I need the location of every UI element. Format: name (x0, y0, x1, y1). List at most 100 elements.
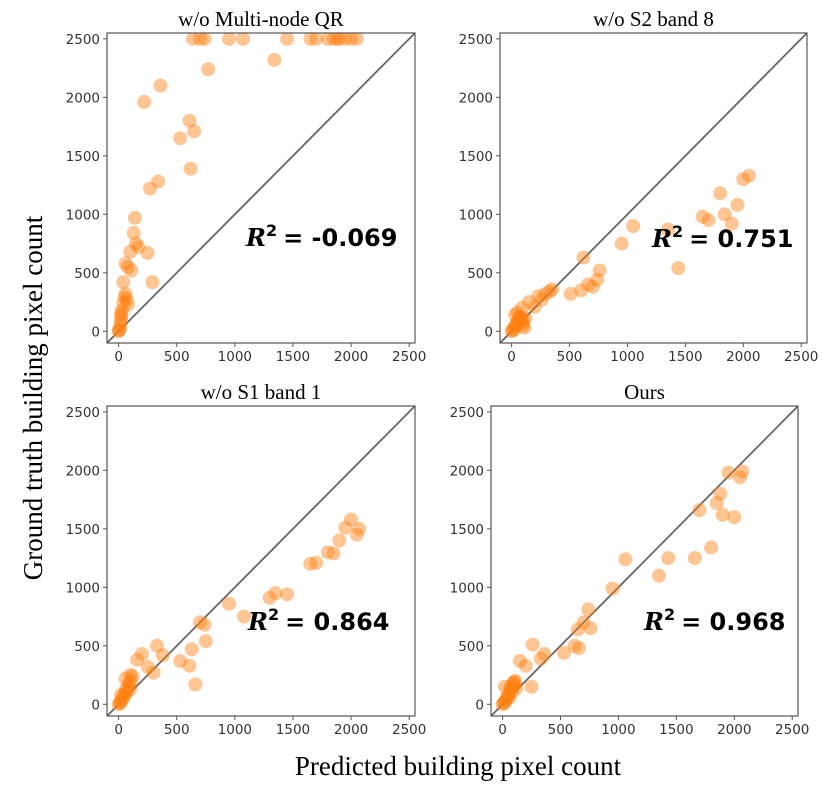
data-point (511, 312, 526, 327)
data-point (501, 687, 516, 702)
data-point (120, 679, 135, 694)
data-point (495, 697, 510, 712)
x-tick-label: 2500 (775, 722, 809, 738)
data-point (727, 510, 742, 525)
data-point (614, 236, 629, 251)
y-tick-label: 2000 (459, 90, 493, 106)
data-point (497, 679, 512, 694)
data-point (713, 486, 728, 501)
data-point (687, 551, 702, 566)
plot-frame (106, 405, 416, 717)
y-tick-label: 2500 (66, 405, 100, 421)
data-point (303, 556, 318, 571)
data-point (267, 52, 282, 67)
data-point (721, 465, 736, 480)
data-point (499, 692, 514, 707)
diagonal-line (491, 406, 798, 716)
data-point (338, 520, 353, 535)
data-point (349, 527, 364, 542)
points (111, 33, 364, 339)
data-point (671, 261, 686, 276)
y-tick-label: 2500 (459, 32, 493, 48)
data-point (510, 314, 525, 329)
data-point (525, 637, 540, 652)
data-point (506, 321, 521, 336)
data-point (134, 647, 149, 661)
y-tick-label: 500 (458, 639, 484, 655)
data-point (186, 33, 201, 46)
scatter-panel-2: w/o S2 band 8 0 500 1000 1500 2000 2500 0 500 100… (459, 7, 819, 365)
data-point (585, 279, 600, 294)
plot-frame (106, 32, 416, 344)
data-point (516, 312, 531, 327)
data-point (709, 496, 724, 511)
data-point (518, 658, 533, 673)
data-point (504, 324, 519, 339)
r-squared-annotation: R2 = 0.864 (247, 605, 389, 636)
data-point (201, 62, 216, 77)
data-point (137, 95, 152, 110)
data-point (320, 33, 335, 46)
data-point (338, 33, 353, 46)
points (495, 464, 750, 712)
data-point (524, 679, 539, 694)
data-point (118, 671, 133, 686)
data-point (626, 219, 641, 234)
data-point (735, 464, 750, 479)
y-tick-label: 0 (91, 324, 100, 340)
x-tick-label: 1000 (601, 722, 635, 738)
y-tick-label: 1500 (66, 522, 100, 538)
data-point (508, 673, 523, 688)
data-point (508, 319, 523, 334)
panels: w/o Multi-node QR0 500 1000 1500 2000 2500050… (66, 7, 819, 738)
data-point (126, 226, 141, 241)
data-point (572, 641, 587, 656)
data-point (116, 690, 131, 705)
data-point (173, 131, 188, 146)
data-point (116, 275, 131, 290)
data-point (508, 307, 523, 322)
x-tick-label: 1500 (276, 722, 310, 738)
r-squared-symbol: R (245, 223, 266, 252)
data-point (736, 172, 751, 187)
r-squared-exponent: 2 (266, 221, 277, 240)
data-point (122, 676, 137, 691)
data-point (507, 678, 522, 693)
data-point (112, 321, 127, 336)
data-point (332, 33, 347, 46)
data-point (187, 124, 202, 139)
x-tick-label: 2500 (392, 349, 426, 365)
data-point (113, 687, 128, 702)
data-point (123, 668, 138, 683)
data-point (545, 282, 560, 297)
data-point (715, 507, 730, 522)
data-point (182, 658, 197, 673)
x-tick-label: 0 (114, 349, 123, 365)
x-tick-label: 0 (498, 722, 507, 738)
data-point (692, 503, 707, 518)
data-point (197, 617, 212, 632)
y-tick-label: 1500 (450, 522, 484, 538)
data-point (516, 318, 531, 333)
x-tick-label: 500 (557, 349, 583, 365)
data-point (504, 685, 519, 700)
data-point (113, 306, 128, 321)
data-point (517, 320, 532, 335)
data-point (198, 634, 213, 649)
y-tick-label: 500 (74, 266, 100, 282)
data-point (502, 683, 517, 698)
data-point (506, 676, 521, 691)
data-point (113, 317, 128, 332)
data-point (503, 679, 518, 694)
data-point (531, 289, 546, 304)
data-point (155, 648, 170, 663)
data-point (309, 555, 324, 570)
y-tick-label: 1000 (459, 207, 493, 223)
r-squared-annotation: R2 = -0.069 (245, 221, 397, 252)
data-point (581, 277, 596, 292)
data-point (119, 292, 134, 307)
data-point (140, 245, 155, 260)
data-point (153, 78, 168, 93)
data-point (509, 317, 524, 332)
x-axis-label: Predicted building pixel count (295, 751, 622, 781)
